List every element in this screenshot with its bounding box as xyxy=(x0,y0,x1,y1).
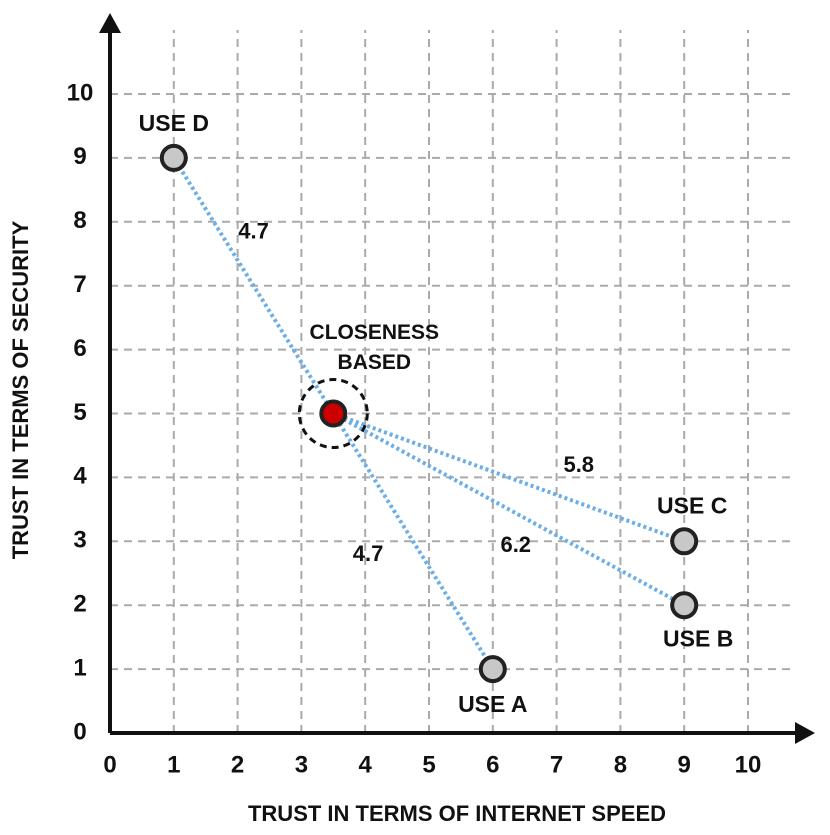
point-label: USE A xyxy=(458,691,527,717)
distance-label: 4.7 xyxy=(238,219,269,244)
point xyxy=(478,655,507,684)
x-tick-label: 9 xyxy=(678,751,691,778)
point xyxy=(670,527,699,556)
center-label: CLOSENESS BASED xyxy=(309,320,440,374)
point-label: USE D xyxy=(139,110,209,136)
distance-label: 5.8 xyxy=(563,452,594,477)
y-tick-label: 0 xyxy=(73,718,86,745)
y-axis-title: TRUST IN TERMS OF SECURITY xyxy=(8,220,33,559)
y-tick-label: 2 xyxy=(73,591,86,618)
x-tick-label: 0 xyxy=(103,751,116,778)
y-tick-label: 9 xyxy=(73,143,86,170)
x-axis-arrow xyxy=(795,722,815,744)
x-tick-label: 8 xyxy=(614,751,627,778)
y-tick-label: 6 xyxy=(73,335,86,362)
center-halo xyxy=(297,378,369,449)
x-tick-label: 6 xyxy=(486,751,499,778)
y-tick-label: 10 xyxy=(67,79,94,106)
distance-line xyxy=(332,411,686,607)
x-tick-label: 3 xyxy=(295,751,308,778)
x-axis-title: TRUST IN TERMS OF INTERNET SPEED xyxy=(248,801,666,826)
y-tick-label: 1 xyxy=(73,654,86,681)
distance-line xyxy=(331,412,495,671)
point xyxy=(670,591,699,620)
distance-label: 4.7 xyxy=(353,541,384,566)
x-tick-label: 5 xyxy=(422,751,435,778)
distance-label: 6.2 xyxy=(500,532,531,557)
point-label: USE B xyxy=(663,625,733,651)
distance-line xyxy=(332,411,685,544)
x-tick-label: 10 xyxy=(735,751,762,778)
y-tick-label: 8 xyxy=(73,207,86,234)
point-label: USE C xyxy=(657,492,727,518)
y-tick-label: 5 xyxy=(73,399,86,426)
y-axis-arrow xyxy=(99,13,121,33)
point xyxy=(159,143,188,172)
x-tick-label: 4 xyxy=(359,751,373,778)
distance-line xyxy=(172,156,335,415)
x-tick-label: 1 xyxy=(167,751,180,778)
center-point xyxy=(319,399,348,428)
x-tick-label: 2 xyxy=(231,751,244,778)
y-tick-label: 3 xyxy=(73,527,86,554)
x-tick-label: 7 xyxy=(550,751,563,778)
y-tick-label: 4 xyxy=(73,463,87,490)
y-tick-label: 7 xyxy=(73,271,86,298)
